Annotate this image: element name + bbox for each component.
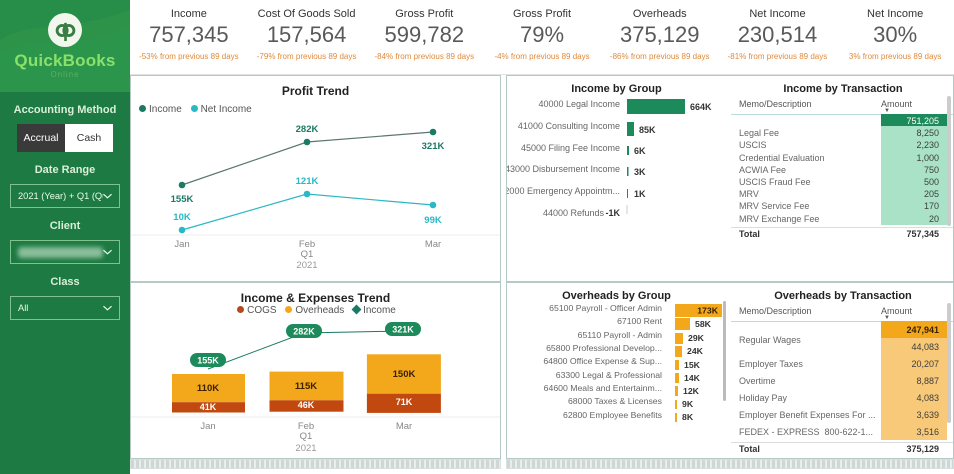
svg-text:155K: 155K (171, 194, 194, 205)
svg-text:282K: 282K (296, 124, 319, 135)
svg-text:46K: 46K (298, 400, 315, 410)
svg-text:1K: 1K (634, 189, 646, 199)
svg-text:85K: 85K (639, 125, 656, 135)
svg-text:Mar: Mar (425, 239, 441, 250)
svg-text:42000 Emergency Appointm...: 42000 Emergency Appointm... (507, 186, 620, 196)
svg-text:150K: 150K (393, 369, 416, 380)
svg-text:41000 Consulting Income: 41000 Consulting Income (518, 121, 620, 131)
svg-text:155K: 155K (197, 356, 219, 366)
svg-text:58K: 58K (695, 319, 712, 329)
svg-text:40000 Legal Income: 40000 Legal Income (538, 99, 620, 109)
svg-text:321K: 321K (422, 141, 445, 152)
svg-text:121K: 121K (296, 176, 319, 187)
svg-text:3K: 3K (634, 167, 646, 177)
svg-text:67100 Rent: 67100 Rent (617, 316, 663, 326)
svg-text:115K: 115K (295, 381, 317, 392)
svg-text:71K: 71K (396, 397, 413, 407)
svg-text:664K: 664K (690, 102, 712, 112)
svg-text:Q1: Q1 (301, 249, 314, 260)
svg-text:14K: 14K (684, 373, 701, 383)
svg-text:68000 Taxes & Licenses: 68000 Taxes & Licenses (568, 396, 663, 406)
svg-text:99K: 99K (424, 215, 442, 226)
svg-text:2021: 2021 (296, 260, 317, 271)
svg-text:43000 Disbursement Income: 43000 Disbursement Income (507, 164, 620, 174)
svg-text:64800 Office Expense & Sup...: 64800 Office Expense & Sup... (543, 356, 662, 366)
svg-text:8K: 8K (682, 412, 694, 422)
svg-text:41K: 41K (200, 402, 217, 412)
svg-text:110K: 110K (197, 383, 219, 394)
svg-text:64600 Meals and Entertainm...: 64600 Meals and Entertainm... (544, 383, 662, 393)
svg-text:65110 Payroll - Admin: 65110 Payroll - Admin (578, 330, 663, 340)
svg-text:10K: 10K (173, 212, 191, 223)
svg-text:282K: 282K (293, 327, 315, 337)
svg-text:Jan: Jan (174, 239, 189, 250)
svg-text:6K: 6K (634, 146, 646, 156)
svg-text:Jan: Jan (200, 421, 215, 432)
svg-text:-1K: -1K (605, 208, 620, 218)
svg-text:9K: 9K (682, 399, 694, 409)
svg-text:12K: 12K (683, 386, 700, 396)
svg-text:2021: 2021 (295, 443, 316, 454)
svg-text:65800 Professional Develop...: 65800 Professional Develop... (546, 343, 662, 353)
svg-text:15K: 15K (684, 360, 701, 370)
svg-text:63300 Legal & Professional: 63300 Legal & Professional (556, 370, 662, 380)
svg-text:29K: 29K (688, 333, 705, 343)
svg-text:45000 Filing Fee Income: 45000 Filing Fee Income (521, 143, 620, 153)
svg-text:65100 Payroll - Officer Admin: 65100 Payroll - Officer Admin (549, 303, 662, 313)
svg-text:24K: 24K (687, 346, 704, 356)
svg-text:321K: 321K (392, 325, 414, 335)
svg-text:Mar: Mar (396, 421, 412, 432)
svg-text:44000 Refunds: 44000 Refunds (543, 208, 605, 218)
svg-text:62800 Employee Benefits: 62800 Employee Benefits (563, 410, 663, 420)
svg-text:173K: 173K (697, 306, 718, 316)
svg-text:Q1: Q1 (300, 431, 313, 442)
